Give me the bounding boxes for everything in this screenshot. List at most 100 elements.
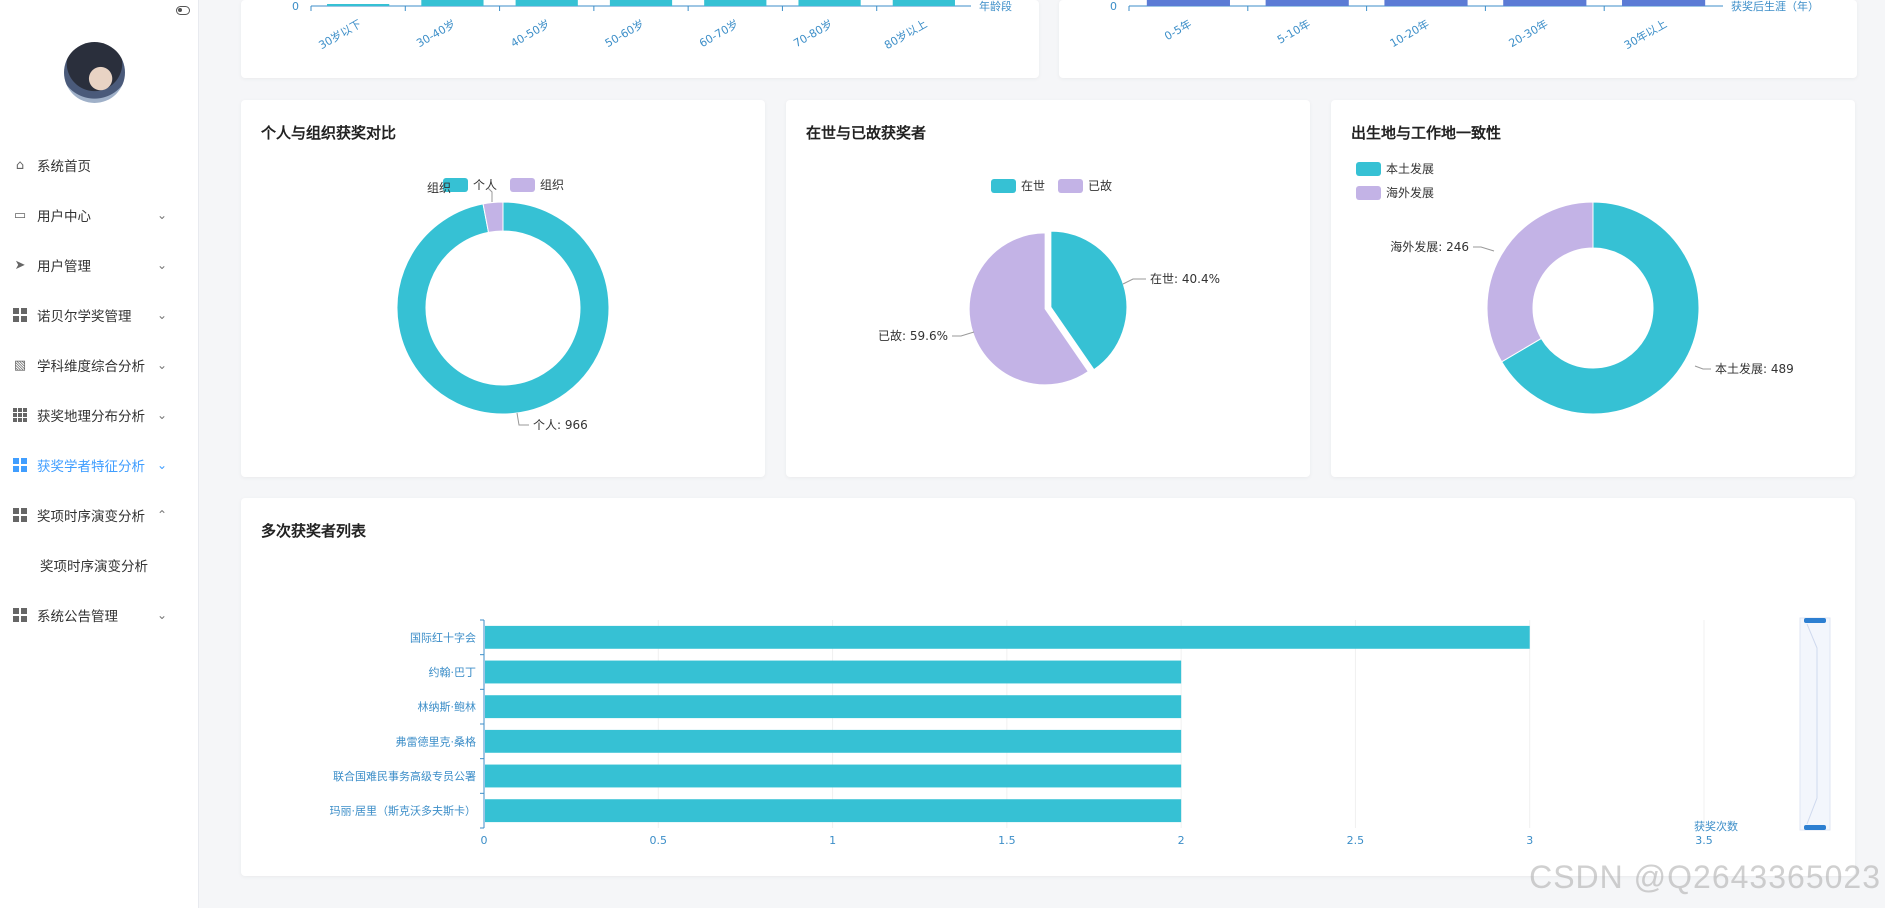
career-chart-card: 0 0-5年 5-10年 10-20年 20-30年 30年以上 获奖后生涯（年） <box>1059 0 1857 78</box>
pie-slice <box>1486 201 1594 363</box>
x-axis-name: 获奖后生涯（年） <box>1731 0 1819 13</box>
sidebar-item[interactable]: ➤ 用户管理 ⌄ <box>0 240 199 290</box>
sidebar-item-label: 诺贝尔学奖管理 <box>37 309 132 325</box>
chevron-down-icon: ⌄ <box>156 308 167 322</box>
slice-label: 海外发展: 246 <box>1390 239 1469 254</box>
datazoom-handle-top <box>1804 618 1826 623</box>
x-tick-label: 0.5 <box>650 834 668 847</box>
label-leader-line <box>1122 278 1146 285</box>
sidebar-item[interactable]: ⌂ 系统首页 <box>0 140 199 190</box>
multiple-winners-bar-chart: 0 0.5 1 1.5 2 2.5 3 3.5 国际红十字会约翰·巴丁林纳斯·鲍林弗雷德里克·桑… <box>330 617 1831 847</box>
id-card-icon: ▭ <box>13 207 27 223</box>
chevron-down-icon: ⌄ <box>156 358 167 372</box>
bar <box>485 764 1182 788</box>
x-tick-label: 30-40岁 <box>414 16 458 50</box>
sidebar-item-label: 用户管理 <box>37 259 91 275</box>
x-tick-label: 2.5 <box>1347 834 1365 847</box>
csdn-watermark: CSDN @Q2643365023 <box>1529 859 1881 895</box>
legend-label: 本土发展 <box>1386 161 1434 176</box>
datazoom-handle-bottom <box>1804 825 1826 830</box>
slice-label: 个人: 966 <box>533 418 588 432</box>
legend-swatch <box>443 178 468 192</box>
home-icon: ⌂ <box>15 157 25 173</box>
collapse-toggle-icon[interactable] <box>176 6 190 15</box>
slice-label: 已故: 59.6% <box>878 328 948 343</box>
submenu-item[interactable]: 奖项时序演变分析 <box>0 540 199 590</box>
age-group-chart-card: 0 30岁以下 30-40岁 40-50岁 50-60岁 60-70岁 70-80岁 80岁以… <box>241 0 1039 78</box>
sidebar: ⌂ 系统首页 ▭ 用户中心 ⌄ ➤ 用户管理 ⌄ 诺贝尔学奖管理 ⌄ ▧ 学科维度综合分析 ⌄ 获奖地理分… <box>0 0 199 908</box>
y-tick-label: 约翰·巴丁 <box>429 665 477 679</box>
pie-slice <box>1500 201 1700 415</box>
legend-swatch <box>1356 186 1381 200</box>
y-tick-label: 国际红十字会 <box>410 630 476 644</box>
legend-swatch <box>991 179 1016 193</box>
y-tick-label: 0 <box>1110 0 1117 13</box>
x-tick-label: 0 <box>481 834 488 847</box>
x-tick-label: 1.5 <box>998 834 1016 847</box>
bar <box>485 625 1530 649</box>
y-tick-label: 玛丽·居里（斯克沃多夫斯卡） <box>330 804 477 818</box>
avatar[interactable] <box>64 42 125 103</box>
sidebar-item[interactable]: ▭ 用户中心 ⌄ <box>0 190 199 240</box>
sidebar-item-label: 奖项时序演变分析 <box>37 509 145 525</box>
chevron-down-icon: ⌄ <box>156 258 167 272</box>
individual-vs-org-card: 个人与组织获奖对比 个人 组织 个人: 966 组织 <box>241 100 765 477</box>
grid-icon <box>12 457 28 473</box>
bar <box>704 0 767 6</box>
career-length-chart: 0 0-5年 5-10年 10-20年 20-30年 30年以上 获奖后生涯（年） <box>1110 0 1819 52</box>
chevron-down-icon: ⌄ <box>156 208 167 222</box>
sidebar-item[interactable]: 诺贝尔学奖管理 ⌄ <box>0 290 199 340</box>
pie-slice <box>396 201 610 415</box>
datazoom-shadow <box>1806 623 1818 825</box>
sidebar-item-label: 系统公告管理 <box>37 609 118 625</box>
legend-label: 组织 <box>540 178 564 192</box>
bar <box>609 0 673 6</box>
legend-label: 在世 <box>1021 179 1045 193</box>
grid-nine-icon <box>12 407 28 423</box>
chevron-down-icon: ⌄ <box>156 608 167 622</box>
bar <box>892 0 955 6</box>
card-title: 在世与已故获奖者 <box>806 124 927 142</box>
bar <box>421 0 484 6</box>
sidebar-item[interactable]: 奖项时序演变分析 ⌃ <box>0 490 199 540</box>
submenu-item-label: 奖项时序演变分析 <box>40 559 148 575</box>
x-tick-label: 3 <box>1526 834 1533 847</box>
label-leader-line <box>516 412 529 426</box>
slice-label: 本土发展: 489 <box>1715 361 1794 376</box>
legend-label: 已故 <box>1088 178 1112 193</box>
chevron-down-icon: ⌄ <box>156 458 167 472</box>
x-tick-label: 30岁以下 <box>316 16 364 52</box>
card-title: 出生地与工作地一致性 <box>1351 124 1502 142</box>
legend-label: 个人 <box>473 178 497 192</box>
document-icon: ▧ <box>13 357 27 373</box>
bar <box>485 799 1182 823</box>
pie-slice <box>482 201 504 233</box>
legend-swatch <box>1058 179 1083 193</box>
x-axis-name: 年龄段 <box>979 0 1012 13</box>
sidebar-item-label: 用户中心 <box>37 209 91 225</box>
x-tick-label: 2 <box>1178 834 1185 847</box>
x-tick-label: 80岁以上 <box>882 16 930 52</box>
x-tick-label: 20-30年 <box>1506 16 1550 50</box>
multiple-winners-card: 多次获奖者列表 0 0.5 1 1.5 2 2.5 3 3.5 国际红十字会 约翰·巴丁 林纳斯·鲍… <box>241 498 1855 876</box>
legend-swatch <box>1356 162 1381 176</box>
slice-label: 组织 <box>427 181 451 195</box>
datazoom-slider[interactable] <box>1799 617 1831 831</box>
sidebar-item[interactable]: 系统公告管理 ⌄ <box>0 590 199 640</box>
sidebar-item-label: 获奖学者特征分析 <box>37 459 145 475</box>
sidebar-item-label: 学科维度综合分析 <box>37 359 145 375</box>
bar <box>485 729 1182 753</box>
sidebar-item[interactable]: 获奖地理分布分析 ⌄ <box>0 390 199 440</box>
grid-icon <box>12 607 28 623</box>
x-tick-label: 0-5年 <box>1162 16 1194 43</box>
bar <box>515 0 578 6</box>
bar <box>1384 0 1468 6</box>
bar <box>1146 0 1230 6</box>
bar <box>1622 0 1706 6</box>
datazoom-track <box>1799 617 1831 831</box>
sidebar-item[interactable]: ▧ 学科维度综合分析 ⌄ <box>0 340 199 390</box>
sidebar-item[interactable]: 获奖学者特征分析 ⌄ <box>0 440 199 490</box>
chevron-up-icon: ⌃ <box>156 508 167 522</box>
